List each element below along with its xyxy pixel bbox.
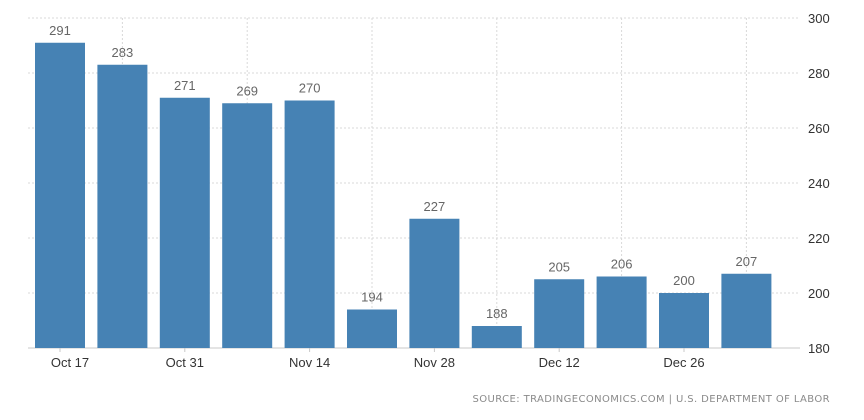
bar-oct-24 bbox=[97, 64, 148, 348]
data-labels: 291 283 271 269 270 194 227 188 205 206 200 207 bbox=[49, 23, 757, 321]
x-tick-label: Nov 28 bbox=[414, 355, 455, 370]
data-label: 283 bbox=[112, 45, 134, 60]
bar-dec-26 bbox=[659, 293, 709, 348]
y-tick-label: 260 bbox=[808, 121, 830, 136]
x-tick-label: Oct 17 bbox=[51, 355, 89, 370]
data-label: 205 bbox=[548, 259, 570, 274]
x-tick-label: Dec 12 bbox=[539, 355, 580, 370]
data-label: 206 bbox=[611, 257, 633, 272]
bar-nov-28 bbox=[409, 218, 460, 348]
bar-dec-19 bbox=[596, 276, 647, 348]
x-tick-label: Oct 31 bbox=[166, 355, 204, 370]
y-axis: 180 200 220 240 260 280 300 bbox=[808, 11, 830, 356]
data-label: 188 bbox=[486, 306, 508, 321]
data-label: 194 bbox=[361, 290, 383, 305]
y-tick-label: 280 bbox=[808, 66, 830, 81]
data-label: 269 bbox=[236, 83, 258, 98]
bar-jan-2 bbox=[721, 273, 772, 348]
bar-nov-7 bbox=[222, 103, 273, 348]
bar-nov-21 bbox=[347, 309, 397, 348]
x-tick-label: Dec 26 bbox=[663, 355, 704, 370]
y-tick-label: 300 bbox=[808, 11, 830, 26]
bar-oct-31 bbox=[159, 97, 210, 348]
bar-nov-14 bbox=[284, 100, 335, 348]
source-note: SOURCE: TRADINGECONOMICS.COM | U.S. DEPA… bbox=[472, 394, 830, 405]
data-label: 291 bbox=[49, 23, 71, 38]
x-tick-label: Nov 14 bbox=[289, 355, 330, 370]
data-label: 270 bbox=[299, 81, 321, 96]
bar-oct-17 bbox=[35, 42, 85, 348]
y-tick-label: 180 bbox=[808, 341, 830, 356]
x-axis: Oct 17 Oct 31 Nov 14 Nov 28 Dec 12 Dec 26 bbox=[51, 348, 705, 370]
data-label: 271 bbox=[174, 78, 196, 93]
data-label: 207 bbox=[736, 254, 758, 269]
data-label: 200 bbox=[673, 273, 695, 288]
data-label: 227 bbox=[424, 199, 446, 214]
bar-dec-5 bbox=[471, 326, 522, 348]
y-tick-label: 240 bbox=[808, 176, 830, 191]
bar-dec-12 bbox=[534, 279, 585, 348]
y-tick-label: 200 bbox=[808, 286, 830, 301]
y-tick-label: 220 bbox=[808, 231, 830, 246]
bars bbox=[35, 42, 772, 348]
